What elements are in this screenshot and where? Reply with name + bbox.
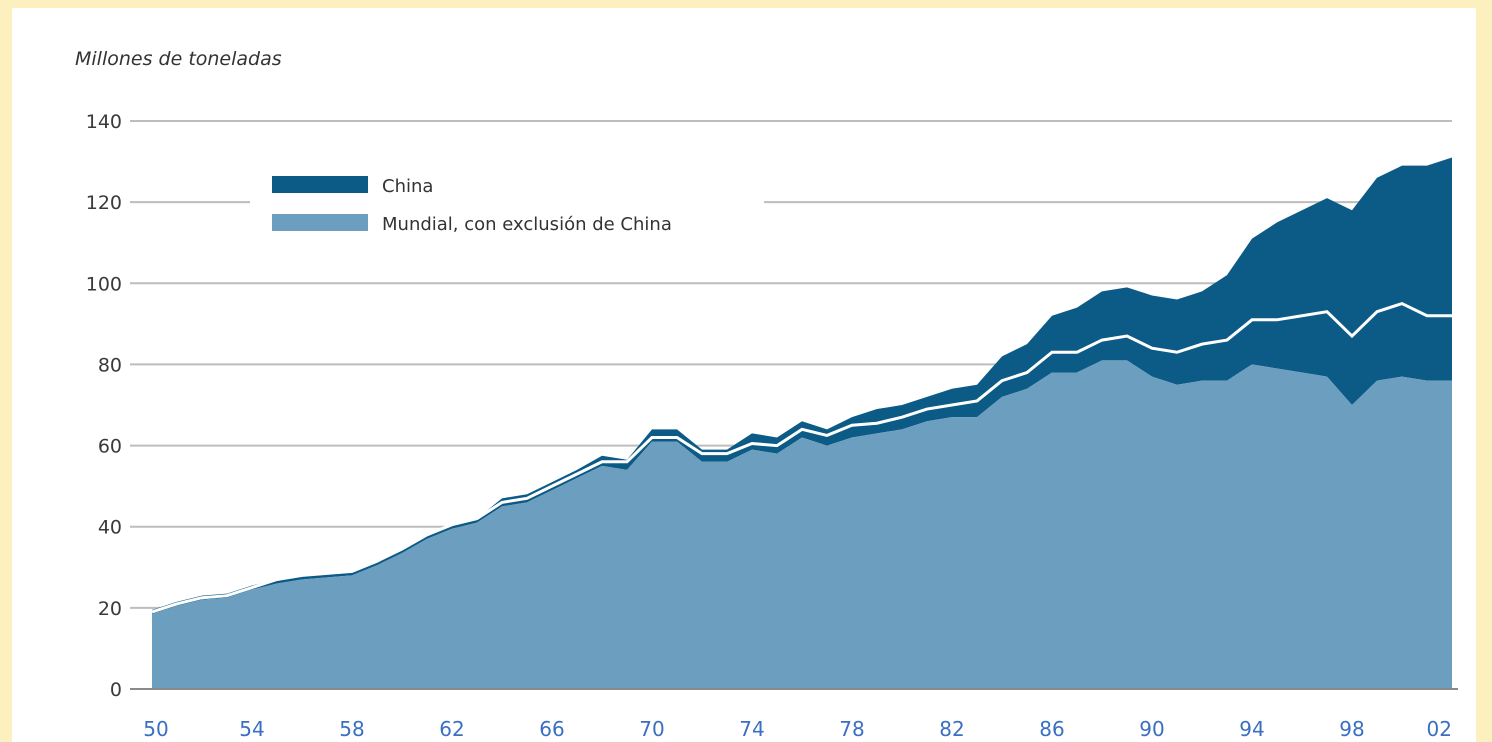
legend-label-china: China [382,176,433,197]
x-tick-label-62: 62 [439,717,464,741]
x-tick-label-58: 58 [339,717,364,741]
y-tick-label-40: 40 [98,517,122,539]
area-world-ex-china [152,360,1452,689]
x-tick-label-82: 82 [939,717,964,741]
x-tick-label-54: 54 [239,717,264,741]
x-tick-label-66: 66 [539,717,564,741]
x-tick-label-50: 50 [143,717,168,741]
y-tick-label-140: 140 [86,111,122,133]
x-tick-label-94: 94 [1239,717,1264,741]
series-separator-line [151,301,1452,614]
y-tick-label-100: 100 [86,273,122,295]
area-china [152,157,1452,614]
y-tick-label-0: 0 [110,679,122,701]
x-tick-label-78: 78 [839,717,864,741]
x-tick-label-74: 74 [739,717,764,741]
legend-background [250,156,764,250]
legend: China Mundial, con exclusión de China [250,156,764,250]
y-tick-label-80: 80 [98,354,122,376]
y-tick-label-20: 20 [98,598,122,620]
legend-swatch-china [272,176,368,193]
y-axis-title: Millones de toneladas [75,48,282,70]
legend-label-world-ex-china: Mundial, con exclusión de China [382,214,672,235]
x-tick-label-98: 98 [1339,717,1364,741]
y-tick-label-120: 120 [86,192,122,214]
x-tick-label-70: 70 [639,717,664,741]
x-tick-label-86: 86 [1039,717,1064,741]
x-tick-label-90: 90 [1139,717,1164,741]
legend-swatch-world-ex-china [272,214,368,231]
area-series [151,157,1452,689]
y-tick-label-60: 60 [98,436,122,458]
x-tick-label-02: 02 [1427,717,1452,741]
